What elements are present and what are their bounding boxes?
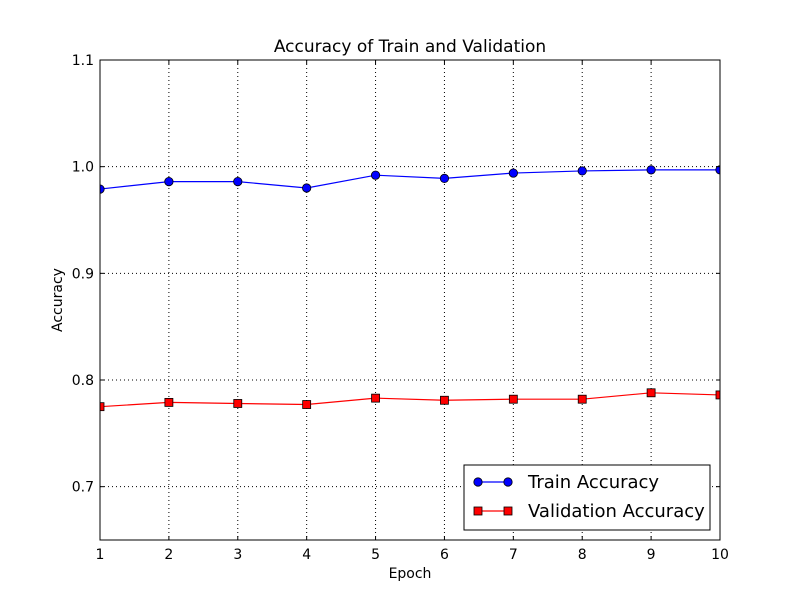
legend-validation-accuracy-label: Validation Accuracy bbox=[528, 501, 705, 522]
y-axis-label: Accuracy bbox=[50, 268, 66, 332]
validation-accuracy-point bbox=[508, 394, 518, 404]
train-accuracy-point bbox=[508, 168, 518, 178]
x-tick-label: 4 bbox=[302, 547, 311, 563]
x-tick-label: 8 bbox=[578, 547, 587, 563]
y-tick-label: 0.9 bbox=[72, 266, 94, 282]
plot-frame bbox=[99, 59, 721, 541]
x-tick-label: 7 bbox=[509, 547, 518, 563]
train-accuracy-point bbox=[439, 173, 450, 183]
series-layer bbox=[100, 165, 720, 412]
x-tick-label: 5 bbox=[371, 547, 380, 563]
legend-train-accuracy-marker bbox=[473, 477, 483, 487]
train-accuracy-point bbox=[233, 177, 243, 187]
train-accuracy-line bbox=[100, 169, 720, 190]
train-accuracy-point bbox=[370, 170, 381, 180]
y-tick-label: 0.8 bbox=[72, 373, 94, 389]
y-tick-label: 1.1 bbox=[72, 53, 94, 69]
x-tick-label: 3 bbox=[233, 547, 242, 563]
train-accuracy-series bbox=[100, 165, 720, 194]
legend-box bbox=[463, 464, 711, 531]
validation-accuracy-point bbox=[233, 399, 243, 408]
validation-accuracy-point bbox=[164, 397, 174, 407]
train-accuracy-point bbox=[164, 177, 174, 187]
train-accuracy-point bbox=[302, 183, 312, 193]
grid bbox=[100, 60, 720, 540]
y-tick-label: 1.0 bbox=[72, 160, 94, 176]
validation-accuracy-point bbox=[100, 402, 105, 412]
x-tick-label: 1 bbox=[96, 547, 105, 563]
chart-title: Accuracy of Train and Validation bbox=[274, 37, 546, 57]
validation-accuracy-point bbox=[371, 393, 380, 403]
legend-validation-accuracy-marker bbox=[503, 506, 513, 516]
x-tick-label: 6 bbox=[440, 547, 449, 563]
validation-accuracy-point bbox=[302, 400, 312, 409]
x-axis-label: Epoch bbox=[389, 566, 432, 582]
validation-accuracy-line bbox=[100, 392, 720, 408]
plot-area bbox=[100, 60, 720, 540]
legend-train-accuracy-label: Train Accuracy bbox=[527, 472, 659, 493]
x-tick-label: 2 bbox=[164, 547, 173, 563]
validation-accuracy-point bbox=[646, 388, 656, 398]
validation-accuracy-point bbox=[440, 395, 449, 405]
validation-accuracy-series bbox=[100, 388, 720, 412]
train-accuracy-point bbox=[646, 165, 656, 175]
train-accuracy-point bbox=[577, 166, 587, 176]
ticks: 1 2 3 4 5 6 7 8 9 10 0.7 0.8 0.9 1.0 1.1 bbox=[72, 53, 729, 563]
x-tick-label: 10 bbox=[711, 547, 729, 563]
validation-accuracy-point bbox=[715, 390, 720, 400]
x-tick-label: 9 bbox=[647, 547, 656, 563]
legend-train-accuracy-marker bbox=[503, 477, 513, 487]
legend: Train Accuracy Validation Accuracy bbox=[463, 464, 711, 531]
validation-accuracy-point bbox=[577, 394, 587, 404]
legend-validation-accuracy-marker bbox=[473, 506, 483, 516]
y-tick-label: 0.7 bbox=[72, 480, 94, 496]
